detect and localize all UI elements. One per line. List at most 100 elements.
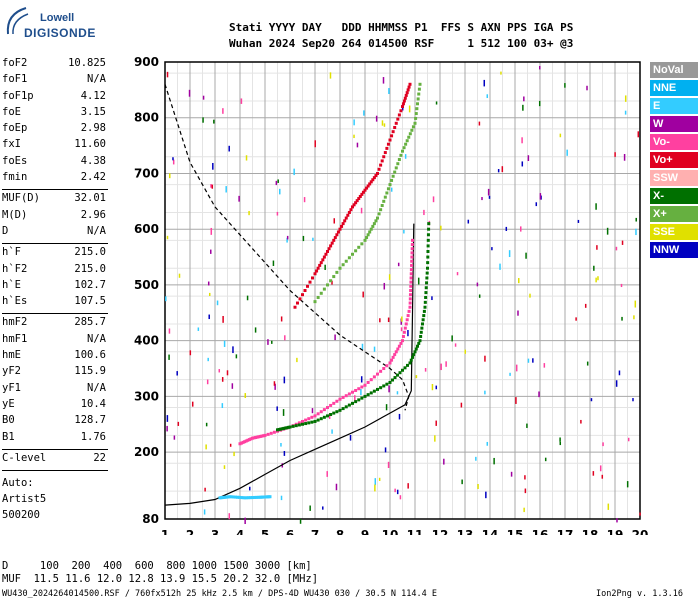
echo-point: [391, 174, 395, 178]
echo-point: [332, 275, 336, 279]
noise-mark: [387, 461, 390, 469]
noise-mark: [637, 131, 640, 138]
noise-mark: [383, 282, 386, 290]
noise-mark: [404, 154, 407, 159]
parameters-panel: foF2 10.825 foF1 N/A foF1p 4.12 foE 3.15 foEp 2.9…: [2, 57, 108, 523]
echo-point: [304, 422, 308, 426]
echo-point: [366, 184, 370, 188]
echo-point: [254, 435, 258, 439]
echo-point: [426, 238, 430, 242]
x-tick-label: 6: [286, 528, 294, 535]
echo-point: [382, 199, 386, 203]
noise-mark: [595, 277, 597, 283]
echo-point: [257, 435, 261, 439]
echo-point: [249, 496, 253, 500]
noise-mark: [415, 375, 418, 379]
y-tick-label: 600: [134, 222, 159, 236]
echo-point: [424, 291, 428, 295]
echo-point: [409, 280, 413, 284]
x-tick-label: 16: [532, 528, 549, 535]
echo-point: [396, 347, 400, 351]
noise-mark: [634, 300, 637, 308]
echo-point: [236, 495, 239, 499]
echo-point: [419, 330, 423, 334]
echo-point: [396, 117, 400, 121]
echo-point: [414, 116, 418, 120]
y-tick-label: 200: [134, 445, 159, 459]
echo-point: [425, 276, 429, 280]
echo-point: [239, 496, 243, 500]
noise-mark: [218, 369, 221, 373]
noise-mark: [205, 422, 208, 427]
echo-point: [366, 380, 370, 384]
x-tick-label: 2: [186, 528, 194, 535]
noise-mark: [443, 458, 445, 465]
echo-point: [344, 405, 348, 409]
echo-point: [240, 441, 244, 445]
autoscale-label: Auto:: [2, 477, 34, 490]
echo-point: [393, 353, 397, 357]
x-tick-label: 15: [507, 528, 524, 535]
echo-point: [327, 247, 331, 251]
param-value: 11.60: [74, 138, 106, 151]
noise-mark: [284, 335, 286, 341]
noise-mark: [597, 276, 599, 281]
echo-point: [416, 344, 419, 348]
noise-mark: [435, 420, 437, 426]
param-row: foF1p 4.12: [2, 90, 108, 106]
echo-point: [385, 364, 389, 368]
echo-point: [247, 496, 251, 500]
noise-mark: [538, 391, 540, 398]
echo-point: [418, 82, 422, 86]
echo-point: [349, 208, 353, 212]
noise-mark: [303, 197, 306, 203]
echo-point: [424, 286, 428, 290]
param-row: foEs 4.38: [2, 155, 108, 171]
echo-point: [352, 203, 356, 207]
noise-mark: [607, 503, 610, 510]
param-row: h`E 102.7: [2, 279, 108, 295]
echo-point: [357, 197, 361, 201]
echo-point: [282, 426, 286, 430]
noise-mark: [232, 346, 234, 354]
noise-mark: [525, 252, 527, 259]
noise-mark: [246, 295, 249, 301]
noise-mark: [280, 316, 283, 322]
param-row: MUF(D) 32.01: [2, 192, 108, 208]
param-name: foF1: [2, 73, 28, 86]
noise-mark: [460, 402, 463, 408]
noise-mark: [229, 443, 232, 447]
echo-point: [426, 261, 430, 265]
noise-mark: [274, 383, 276, 390]
noise-mark: [396, 391, 399, 395]
noise-mark: [165, 296, 167, 302]
noise-mark: [524, 475, 526, 480]
echo-point: [421, 318, 425, 322]
noise-mark: [478, 294, 481, 298]
echo-point: [276, 428, 279, 432]
echo-point: [372, 222, 376, 226]
echo-point: [249, 437, 253, 441]
echo-point: [256, 495, 260, 499]
echo-point: [335, 399, 339, 403]
param-row: hmF2 285.7: [2, 316, 108, 332]
noise-mark: [475, 456, 477, 461]
echo-point: [316, 295, 320, 299]
noise-mark: [280, 442, 282, 447]
echo-point: [363, 188, 367, 192]
noise-mark: [374, 478, 377, 486]
echo-point: [411, 238, 414, 242]
echo-point: [326, 249, 329, 253]
echo-point: [280, 427, 284, 431]
echo-point: [329, 413, 333, 417]
x-tick-label: 9: [361, 528, 369, 535]
noise-mark: [477, 484, 479, 489]
echo-point: [412, 353, 416, 357]
noise-mark: [283, 376, 286, 384]
lowell-logo-arc-icon: [6, 7, 29, 35]
autoscale-info: Auto: Artist5 500200: [2, 475, 108, 523]
noise-mark: [456, 272, 459, 276]
noise-mark: [362, 291, 364, 298]
echo-point: [341, 263, 345, 267]
x-tick-label: 10: [382, 528, 399, 535]
